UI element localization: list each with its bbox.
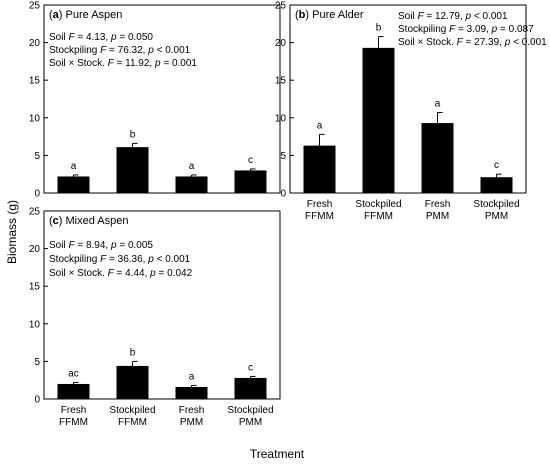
panel-a: 0 5 10 15 20 25 (a) Pure Aspen Soil F = 4.13, p…	[29, 1, 281, 200]
significance-letter: a	[189, 161, 195, 172]
y-tick-label: 20	[29, 38, 41, 49]
bar	[57, 176, 90, 193]
anova-stat-line: Stockpiling F = 36.36, p < 0.001	[49, 254, 191, 265]
category-label: FFMM	[364, 211, 393, 222]
category-label: PMM	[485, 211, 508, 222]
category-label: PMM	[426, 211, 449, 222]
anova-stat-line: Soil × Stock. F = 11.92, p = 0.001	[49, 58, 197, 69]
bar	[480, 177, 513, 193]
y-tick-label: 5	[280, 151, 286, 162]
bar	[116, 147, 149, 193]
significance-letter: ac	[68, 368, 79, 379]
significance-letter: c	[248, 362, 253, 373]
significance-letter: c	[494, 160, 499, 171]
bar	[175, 386, 208, 399]
significance-letter: a	[71, 161, 77, 172]
bar	[116, 365, 149, 399]
significance-letter: a	[317, 120, 323, 131]
y-tick-label: 5	[34, 151, 40, 162]
category-label: Fresh	[61, 405, 87, 416]
y-tick-label: 25	[29, 207, 41, 218]
anova-stat-line: Soil × Stock. F = 4.44, p = 0.042	[49, 268, 193, 279]
y-tick-label: 10	[29, 113, 41, 124]
anova-stat-line: Stockpiling F = 76.32, p < 0.001	[49, 45, 191, 56]
significance-letter: a	[189, 371, 195, 382]
bar	[421, 123, 454, 193]
significance-letter: b	[376, 23, 382, 34]
y-tick-label: 5	[34, 357, 40, 368]
anova-stat-line: Soil × Stock. F = 27.39, p < 0.001	[398, 37, 547, 48]
category-label: Fresh	[179, 405, 205, 416]
panels-group: 0 5 10 15 20 25 (a) Pure Aspen Soil F = 4.13, p…	[29, 1, 547, 429]
panel-b: 0 5 10 15 20 25 (b) Pure Alder Soil F = 12.79, …	[275, 1, 547, 223]
bar	[57, 383, 90, 399]
category-label: Stockpiled	[355, 199, 401, 210]
significance-letter: b	[130, 347, 136, 358]
y-tick-label: 10	[275, 113, 287, 124]
category-label: PMM	[180, 417, 203, 428]
y-tick-label: 0	[34, 189, 40, 200]
bar	[362, 47, 395, 193]
y-axis-title: Biomass (g)	[5, 200, 19, 264]
anova-stat-line: Stockpiling F = 3.09, p = 0.087	[398, 24, 534, 35]
significance-letter: c	[248, 155, 253, 166]
y-tick-label: 20	[29, 244, 41, 255]
significance-letter: b	[130, 129, 136, 140]
bar	[175, 176, 208, 193]
plot-frame	[289, 4, 527, 194]
category-label: Stockpiled	[473, 199, 519, 210]
category-label: Fresh	[425, 199, 451, 210]
anova-stat-line: Soil F = 8.94, p = 0.005	[49, 240, 153, 251]
y-tick-label: 25	[275, 1, 287, 12]
panel-title: (b) Pure Alder	[295, 9, 364, 21]
y-tick-label: 15	[29, 282, 41, 293]
y-tick-label: 0	[280, 189, 286, 200]
bar	[303, 145, 336, 193]
y-tick-label: 20	[275, 38, 287, 49]
y-tick-label: 0	[34, 395, 40, 406]
panel-title: (a) Pure Aspen	[49, 9, 122, 21]
panel-title: (c) Mixed Aspen	[49, 215, 129, 227]
bar	[234, 377, 267, 399]
bar	[234, 170, 267, 193]
anova-stat-line: Soil F = 4.13, p = 0.050	[49, 32, 153, 43]
y-tick-label: 15	[29, 76, 41, 87]
category-label: FFMM	[305, 211, 334, 222]
category-label: FFMM	[59, 417, 88, 428]
x-axis-title: Treatment	[250, 447, 305, 461]
category-label: PMM	[239, 417, 262, 428]
y-tick-label: 25	[29, 1, 41, 12]
significance-letter: a	[435, 99, 441, 110]
y-tick-label: 15	[275, 76, 287, 87]
category-label: Stockpiled	[109, 405, 155, 416]
category-label: FFMM	[118, 417, 147, 428]
category-label: Stockpiled	[227, 405, 273, 416]
plot-frame	[43, 4, 281, 194]
panel-c: 0 5 10 15 20 25 (c) Mixed Aspen Soil F = 8.94, …	[29, 207, 281, 428]
anova-stat-line: Soil F = 12.79, p < 0.001	[398, 11, 508, 22]
plot-frame	[43, 210, 281, 400]
y-tick-label: 10	[29, 319, 41, 330]
category-label: Fresh	[307, 199, 333, 210]
